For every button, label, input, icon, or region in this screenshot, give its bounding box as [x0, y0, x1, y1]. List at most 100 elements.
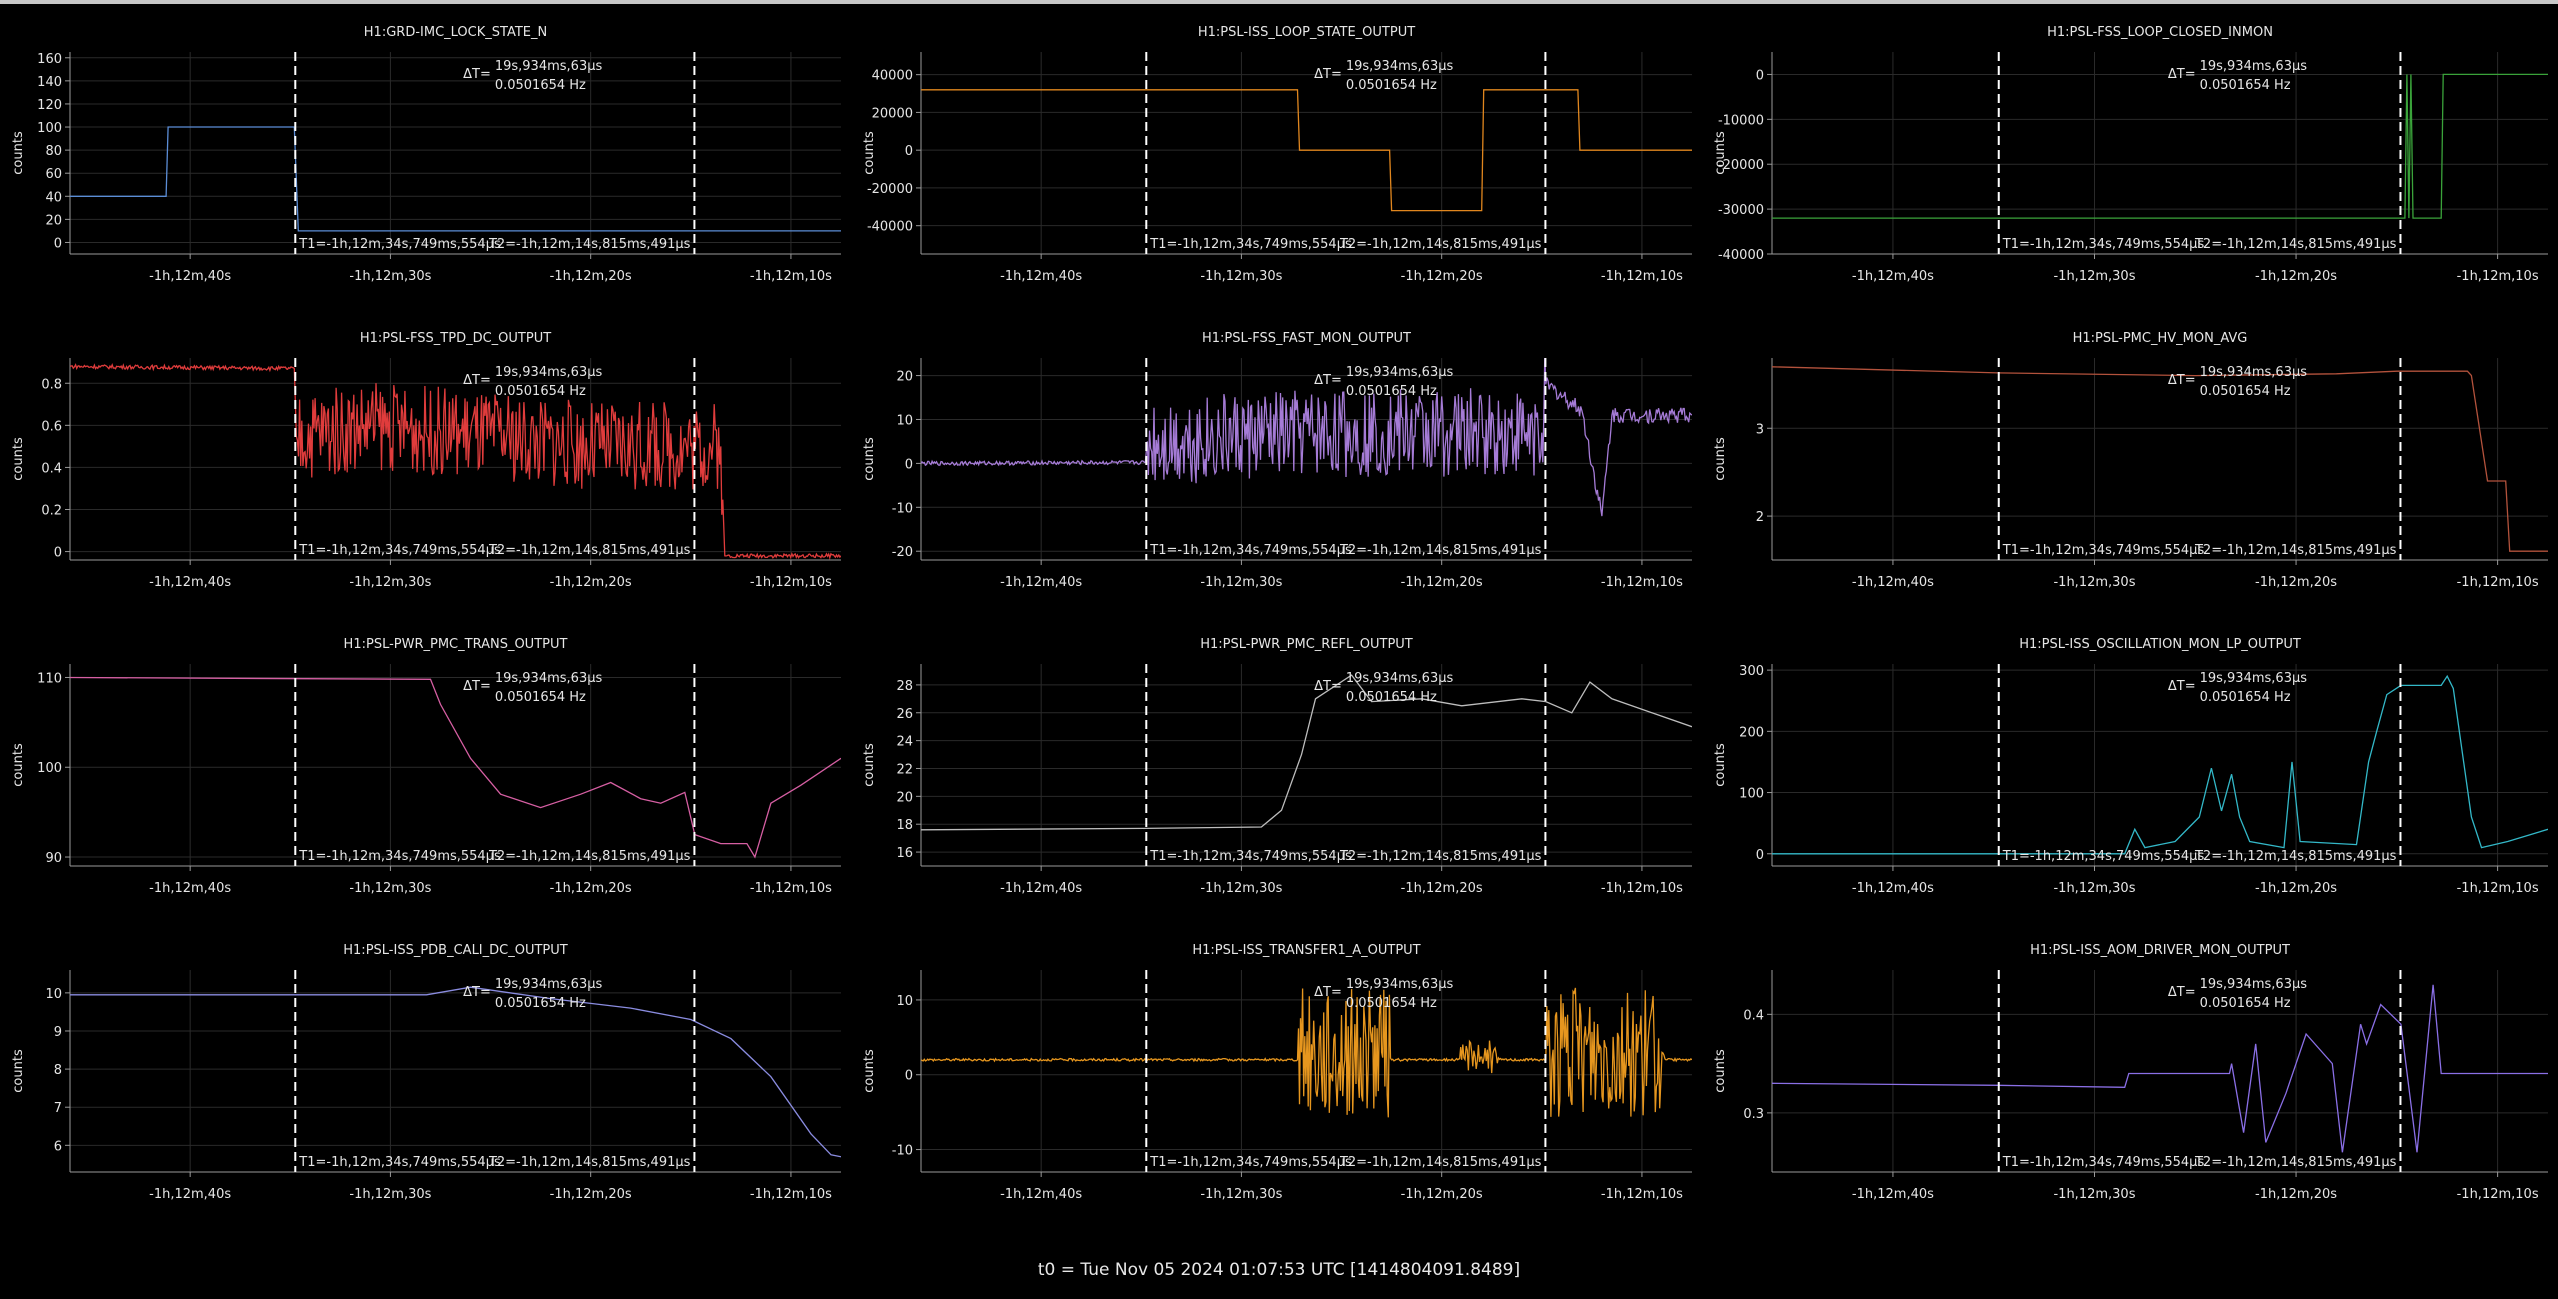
delta-f-value: 0.0501654 Hz — [1346, 690, 1437, 705]
plot-panel[interactable]: H1:PSL-PMC_HV_MON_AVG 2 3 -1h,12m,40s -1h,12… — [1702, 310, 2558, 616]
y-tick-label: 24 — [896, 735, 913, 750]
y-tick-label: 20 — [896, 790, 913, 805]
x-tick-label: -1h,12m,40s — [1852, 1187, 1934, 1202]
y-tick-label: 0 — [54, 546, 62, 561]
plot-panel[interactable]: H1:GRD-IMC_LOCK_STATE_N 0 20 40 60 80 100 120 14… — [0, 4, 851, 310]
delta-t-value: 19s,934ms,63μs — [495, 977, 603, 992]
y-axis-label: counts — [11, 743, 26, 787]
plot-svg[interactable]: H1:PSL-ISS_AOM_DRIVER_MON_OUTPUT 0.3 0.4 -1… — [1702, 922, 2558, 1228]
t1-cursor-label: T1=-1h,12m,34s,749ms,554μs — [1149, 849, 1352, 864]
x-tick-label: -1h,12m,10s — [2457, 269, 2539, 284]
y-tick-label: -10 — [892, 501, 913, 516]
plot-panel[interactable]: H1:PSL-FSS_FAST_MON_OUTPUT -20 -10 0 10 20 -1h… — [851, 310, 1702, 616]
y-tick-label: 3 — [1756, 422, 1764, 437]
plot-svg[interactable]: H1:PSL-ISS_LOOP_STATE_OUTPUT -40000 -20000… — [851, 4, 1702, 310]
x-tick-label: -1h,12m,30s — [2053, 881, 2135, 896]
t2-cursor-label: T2=-1h,12m,14s,815ms,491μs — [1339, 1155, 1542, 1170]
x-tick-label: -1h,12m,30s — [1200, 1187, 1282, 1202]
y-axis-label: counts — [11, 437, 26, 481]
x-tick-label: -1h,12m,40s — [1852, 575, 1934, 590]
y-tick-label: 140 — [37, 75, 62, 90]
y-tick-label: 80 — [45, 144, 62, 159]
series-line — [1772, 984, 2548, 1153]
y-tick-label: 20 — [45, 213, 62, 228]
plot-svg[interactable]: H1:PSL-PWR_PMC_TRANS_OUTPUT 90 100 110 -1h,1… — [0, 616, 851, 922]
y-axis-label: counts — [1713, 131, 1728, 175]
y-tick-label: 10 — [45, 987, 62, 1002]
x-tick-label: -1h,12m,40s — [149, 269, 231, 284]
plot-svg[interactable]: H1:PSL-PMC_HV_MON_AVG 2 3 -1h,12m,40s -1h,12… — [1702, 310, 2558, 616]
plot-svg[interactable]: H1:GRD-IMC_LOCK_STATE_N 0 20 40 60 80 100 120 14… — [0, 4, 851, 310]
x-tick-label: -1h,12m,40s — [1000, 881, 1082, 896]
series-line — [921, 674, 1692, 831]
t1-cursor-label: T1=-1h,12m,34s,749ms,554μs — [298, 237, 501, 252]
plot-grid: H1:GRD-IMC_LOCK_STATE_N 0 20 40 60 80 100 120 14… — [0, 4, 2558, 1249]
plot-svg[interactable]: H1:PSL-FSS_FAST_MON_OUTPUT -20 -10 0 10 20 -1h… — [851, 310, 1702, 616]
y-tick-label: -20000 — [1718, 158, 1764, 173]
plot-svg[interactable]: H1:PSL-FSS_TPD_DC_OUTPUT 0 0.2 0.4 0.6 0.8 -1h… — [0, 310, 851, 616]
delta-t-value: 19s,934ms,63μs — [495, 671, 603, 686]
plot-svg[interactable]: H1:PSL-ISS_TRANSFER1_A_OUTPUT -10 0 10 -1h,1… — [851, 922, 1702, 1228]
y-tick-label: 60 — [45, 167, 62, 182]
y-tick-label: -40000 — [1718, 248, 1764, 263]
x-tick-label: -1h,12m,30s — [349, 881, 431, 896]
x-tick-label: -1h,12m,10s — [1601, 1187, 1683, 1202]
x-tick-label: -1h,12m,10s — [2457, 575, 2539, 590]
t2-cursor-label: T2=-1h,12m,14s,815ms,491μs — [488, 543, 691, 558]
plot-svg[interactable]: H1:PSL-ISS_OSCILLATION_MON_LP_OUTPUT 0 100… — [1702, 616, 2558, 922]
y-tick-label: 0.8 — [41, 377, 62, 392]
y-tick-label: 100 — [1739, 787, 1764, 802]
t1-cursor-label: T1=-1h,12m,34s,749ms,554μs — [2002, 543, 2205, 558]
plot-svg[interactable]: H1:PSL-ISS_PDB_CALI_DC_OUTPUT 6 7 8 9 10 -1h,1… — [0, 922, 851, 1228]
delta-t-prefix: ΔT= — [463, 679, 491, 694]
x-tick-label: -1h,12m,40s — [1000, 1187, 1082, 1202]
plot-panel[interactable]: H1:PSL-PWR_PMC_REFL_OUTPUT 16 18 20 22 24 26 28… — [851, 616, 1702, 922]
y-tick-label: 100 — [37, 121, 62, 136]
series-line — [1772, 366, 2548, 552]
t2-cursor-label: T2=-1h,12m,14s,815ms,491μs — [1339, 849, 1542, 864]
y-tick-label: 22 — [896, 762, 913, 777]
t2-cursor-label: T2=-1h,12m,14s,815ms,491μs — [2194, 849, 2397, 864]
y-tick-label: 0 — [905, 1069, 913, 1084]
delta-t-value: 19s,934ms,63μs — [495, 59, 603, 74]
x-tick-label: -1h,12m,30s — [2053, 269, 2135, 284]
plot-svg[interactable]: H1:PSL-FSS_LOOP_CLOSED_INMON -40000 -30000… — [1702, 4, 2558, 310]
plot-panel[interactable]: H1:PSL-FSS_TPD_DC_OUTPUT 0 0.2 0.4 0.6 0.8 -1h… — [0, 310, 851, 616]
y-tick-label: -40000 — [867, 220, 913, 235]
x-tick-label: -1h,12m,40s — [149, 881, 231, 896]
delta-f-value: 0.0501654 Hz — [2200, 78, 2291, 93]
y-tick-label: 90 — [45, 851, 62, 866]
plot-title: H1:PSL-ISS_TRANSFER1_A_OUTPUT — [1192, 943, 1420, 958]
plot-title: H1:PSL-PWR_PMC_TRANS_OUTPUT — [344, 637, 568, 652]
delta-t-prefix: ΔT= — [2168, 679, 2196, 694]
y-tick-label: 2 — [1756, 510, 1764, 525]
x-tick-label: -1h,12m,20s — [550, 1187, 632, 1202]
delta-t-value: 19s,934ms,63μs — [1346, 671, 1454, 686]
y-tick-label: 40000 — [872, 69, 913, 84]
delta-t-prefix: ΔT= — [1314, 67, 1342, 82]
x-tick-label: -1h,12m,10s — [750, 269, 832, 284]
plot-panel[interactable]: H1:PSL-ISS_PDB_CALI_DC_OUTPUT 6 7 8 9 10 -1h,1… — [0, 922, 851, 1228]
plot-panel[interactable]: H1:PSL-FSS_LOOP_CLOSED_INMON -40000 -30000… — [1702, 4, 2558, 310]
plot-panel[interactable]: H1:PSL-ISS_TRANSFER1_A_OUTPUT -10 0 10 -1h,1… — [851, 922, 1702, 1228]
plot-panel[interactable]: H1:PSL-ISS_AOM_DRIVER_MON_OUTPUT 0.3 0.4 -1… — [1702, 922, 2558, 1228]
x-tick-label: -1h,12m,30s — [349, 269, 431, 284]
delta-f-value: 0.0501654 Hz — [495, 384, 586, 399]
plot-panel[interactable]: H1:PSL-ISS_LOOP_STATE_OUTPUT -40000 -20000… — [851, 4, 1702, 310]
y-axis-label: counts — [1713, 743, 1728, 787]
plot-panel[interactable]: H1:PSL-ISS_OSCILLATION_MON_LP_OUTPUT 0 100… — [1702, 616, 2558, 922]
x-tick-label: -1h,12m,40s — [1852, 881, 1934, 896]
delta-f-value: 0.0501654 Hz — [1346, 996, 1437, 1011]
x-tick-label: -1h,12m,30s — [2053, 1187, 2135, 1202]
plot-svg[interactable]: H1:PSL-PWR_PMC_REFL_OUTPUT 16 18 20 22 24 26 28… — [851, 616, 1702, 922]
y-tick-label: 9 — [54, 1025, 62, 1040]
plot-title: H1:PSL-PWR_PMC_REFL_OUTPUT — [1200, 637, 1413, 652]
y-tick-label: 28 — [896, 679, 913, 694]
series-line — [70, 126, 841, 232]
y-tick-label: 0.2 — [41, 504, 62, 519]
series-line — [70, 986, 841, 1158]
delta-t-value: 19s,934ms,63μs — [2200, 977, 2308, 992]
plot-panel[interactable]: H1:PSL-PWR_PMC_TRANS_OUTPUT 90 100 110 -1h,1… — [0, 616, 851, 922]
x-tick-label: -1h,12m,20s — [2255, 269, 2337, 284]
y-tick-label: 0 — [905, 144, 913, 159]
